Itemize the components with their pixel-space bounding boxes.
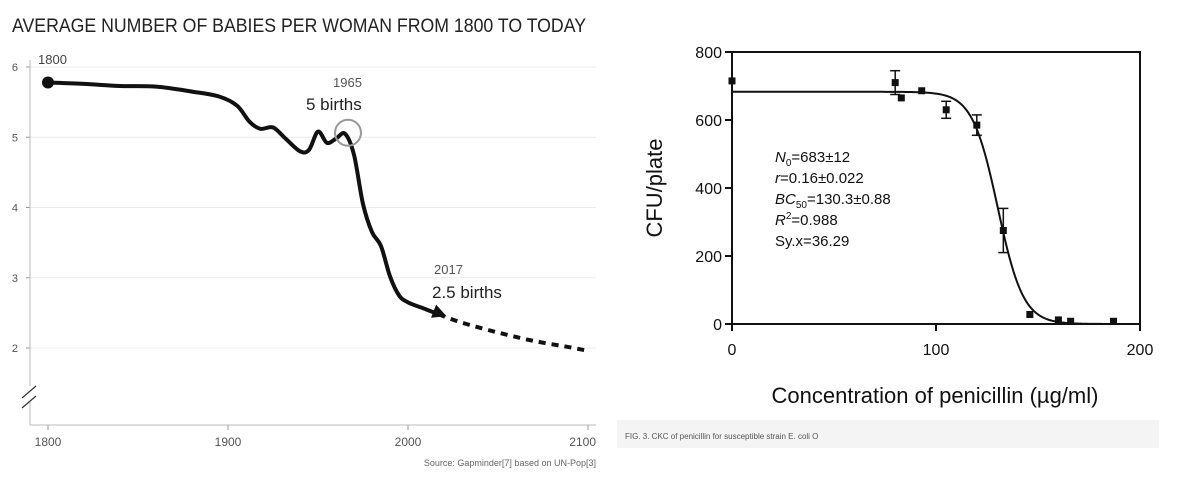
axis-break-mark-top — [21, 385, 37, 399]
data-point-marker — [1067, 317, 1075, 325]
stat-r-squared: R2=0.988 — [775, 211, 838, 229]
fertility-source-note: Source: Gapminder[7] based on UN-Pop[3] — [424, 458, 596, 468]
data-point-marker — [1054, 316, 1062, 324]
data-point-marker — [942, 106, 950, 114]
penicillin-y-axis-label: CFU/plate — [642, 138, 667, 237]
fertility-chart-title: AVERAGE NUMBER OF BABIES PER WOMAN FROM … — [12, 16, 586, 37]
penicillin-x-tick-label: 0 — [728, 342, 737, 359]
data-point-marker — [999, 227, 1007, 234]
fertility-y-tick-label: 3 — [12, 273, 18, 285]
penicillin-x-tick-label: 100 — [923, 342, 950, 359]
stat-syx: Sy.x=36.29 — [775, 233, 849, 250]
penicillin-fit-curve — [732, 90, 1130, 325]
fertility-y-tick-label: 6 — [12, 62, 18, 74]
data-point-marker — [891, 79, 899, 87]
fertility-series-projection — [437, 312, 589, 353]
fertility-y-tick-label: 5 — [12, 132, 18, 144]
penicillin-x-axis-label: Concentration of penicillin (µg/ml) — [772, 383, 1099, 408]
fertility-y-tick-label: 4 — [12, 203, 18, 215]
annotation-1965-text: 5 births — [306, 95, 362, 114]
fertility-x-tick-label: 2000 — [395, 435, 422, 449]
data-point-marker — [897, 94, 905, 102]
start-year-label: 1800 — [38, 52, 67, 67]
highlight-1965-ring — [334, 118, 362, 147]
penicillin-y-tick-label: 600 — [695, 113, 722, 130]
fertility-y-tick-label: 2 — [12, 343, 18, 355]
fertility-series-historical — [46, 80, 441, 317]
penicillin-data-points — [728, 69, 1117, 325]
penicillin-figure-caption: FIG. 3. CKC of penicillin for susceptibl… — [625, 432, 818, 441]
fertility-x-tick-label: 2100 — [569, 435, 596, 449]
data-point-marker — [1109, 317, 1117, 325]
axis-break-mark-bottom — [21, 395, 37, 409]
stat-n0: N0=683±12 — [775, 149, 850, 169]
penicillin-x-ticks: 0 100 200 — [728, 324, 1154, 359]
projection-arrow-head — [431, 304, 447, 318]
data-point-marker — [1026, 310, 1034, 318]
data-point-marker — [973, 121, 981, 129]
fertility-y-ticks: 2 3 4 5 6 — [12, 62, 30, 355]
annotation-2017-text: 2.5 births — [432, 283, 502, 302]
penicillin-y-tick-label: 800 — [695, 45, 722, 62]
stat-r: r=0.16±0.022 — [775, 170, 864, 187]
fertility-x-tick-label: 1800 — [35, 435, 62, 449]
data-point-marker — [728, 77, 736, 85]
penicillin-x-tick-label: 200 — [1127, 342, 1154, 359]
fertility-x-ticks: 1800 1900 2000 2100 — [35, 425, 596, 449]
fit-statistics: N0=683±12 r=0.16±0.022 BC50=130.3±0.88 R… — [775, 149, 891, 250]
penicillin-y-tick-label: 200 — [695, 249, 722, 266]
penicillin-y-tick-label: 400 — [695, 181, 722, 198]
stat-bc50: BC50=130.3±0.88 — [775, 191, 891, 211]
caption-background — [617, 420, 1159, 448]
fertility-x-tick-label: 1900 — [215, 435, 242, 449]
penicillin-y-ticks: 0 200 400 600 800 — [695, 45, 732, 334]
penicillin-chart-svg: 0 200 400 600 800 0 100 200 CFU/plate Concentr… — [617, 45, 1159, 448]
annotation-2017-year: 2017 — [434, 262, 463, 277]
fertility-chart: AVERAGE NUMBER OF BABIES PER WOMAN FROM … — [12, 16, 596, 468]
annotation-1965-year: 1965 — [333, 75, 362, 90]
fertility-chart-svg: AVERAGE NUMBER OF BABIES PER WOMAN FROM … — [12, 16, 596, 468]
start-point-marker — [42, 76, 54, 89]
penicillin-chart: 0 200 400 600 800 0 100 200 CFU/plate Concentr… — [615, 0, 1199, 496]
data-point-marker — [918, 87, 926, 95]
penicillin-y-tick-label: 0 — [713, 317, 722, 334]
fertility-grid — [30, 66, 596, 349]
